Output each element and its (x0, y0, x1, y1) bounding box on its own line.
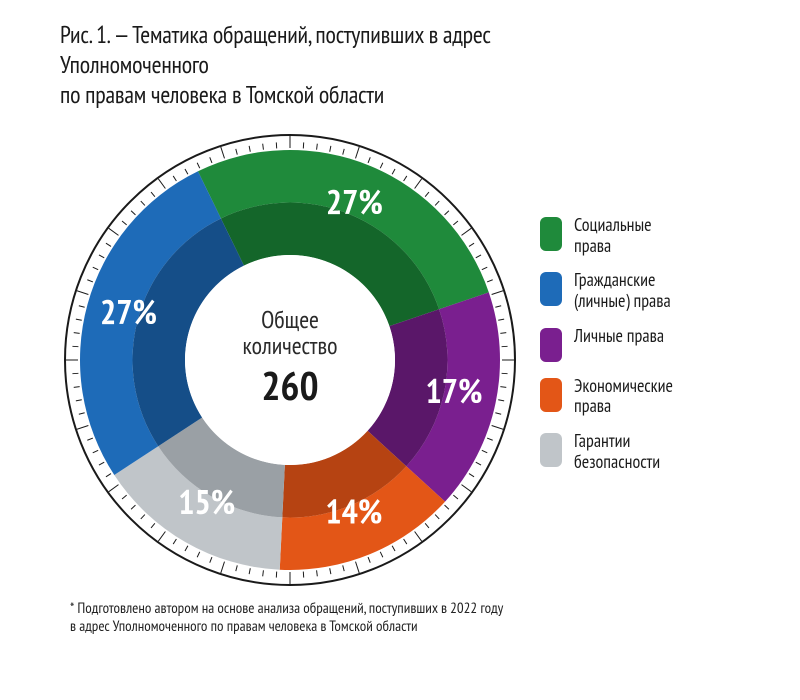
legend-label-1-line1: (личные) права (574, 291, 671, 312)
legend-swatch-1 (540, 272, 562, 306)
legend-label-0-line0: Социальные (574, 215, 652, 236)
legend-item-2: Личные права (540, 326, 790, 362)
legend-swatch-2 (540, 328, 562, 362)
legend-label-4-line1: безопасности (574, 452, 660, 473)
footnote-line2: в адрес Уполномоченного по правам челове… (70, 618, 630, 636)
chart-title: Рис. 1. — Тематика обращений, поступивши… (60, 20, 620, 110)
center-line2: количество (242, 330, 337, 361)
legend-swatch-3 (540, 378, 562, 412)
slice-label-civil: 27% (100, 290, 157, 334)
footnote-line1: * Подготовлено автором на основе анализа… (70, 600, 630, 618)
legend-label-0: Социальныеправа (574, 215, 652, 256)
legend-label-2-line0: Личные права (574, 326, 664, 347)
legend-label-0-line1: права (574, 236, 652, 257)
legend-label-3-line1: права (574, 396, 673, 417)
footnote: * Подготовлено автором на основе анализа… (70, 600, 630, 636)
slice-label-safety: 15% (178, 480, 235, 524)
legend-label-3: Экономическиеправа (574, 376, 673, 417)
center-value: 260 (261, 360, 318, 412)
chart-title-line1: Рис. 1. — Тематика обращений, поступивши… (60, 20, 620, 80)
legend-swatch-0 (540, 217, 562, 251)
legend-label-3-line0: Экономические (574, 376, 673, 397)
legend: СоциальныеправаГражданские(личные) права… (540, 215, 790, 487)
slice-label-economic: 14% (325, 489, 382, 533)
legend-label-2: Личные права (574, 326, 664, 347)
legend-label-4-line0: Гарантии (574, 431, 660, 452)
chart-title-line2: по правам человека в Томской области (60, 80, 620, 110)
legend-item-0: Социальныеправа (540, 215, 790, 256)
legend-label-4: Гарантиибезопасности (574, 431, 660, 472)
legend-label-1: Гражданские(личные) права (574, 270, 671, 311)
slice-label-social: 27% (326, 180, 383, 224)
legend-item-1: Гражданские(личные) права (540, 270, 790, 311)
slice-label-personal: 17% (425, 369, 482, 413)
legend-item-3: Экономическиеправа (540, 376, 790, 417)
donut-svg: 27%17%14%15%27%Общееколичество260 (60, 130, 520, 590)
donut-chart: 27%17%14%15%27%Общееколичество260 (60, 130, 520, 590)
legend-label-1-line0: Гражданские (574, 270, 671, 291)
legend-swatch-4 (540, 433, 562, 467)
legend-item-4: Гарантиибезопасности (540, 431, 790, 472)
